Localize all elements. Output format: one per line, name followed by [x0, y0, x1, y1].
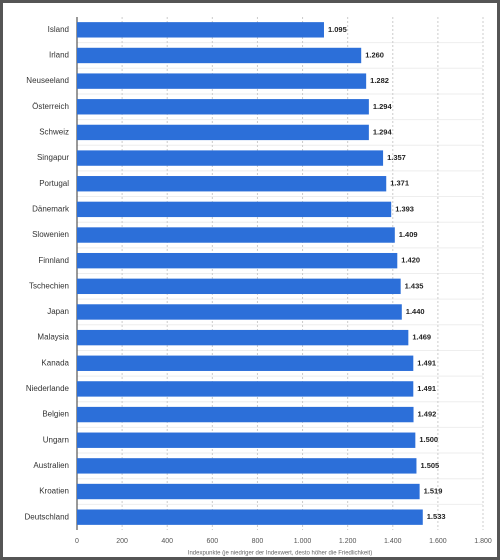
value-label: 1.393	[395, 204, 414, 213]
y-tick-label: Island	[48, 25, 69, 34]
x-tick-label: 1.200	[339, 538, 357, 545]
value-label: 1.420	[401, 256, 420, 265]
value-label: 1.095	[328, 25, 347, 34]
bar	[77, 252, 398, 269]
value-label: 1.519	[424, 487, 443, 496]
bar	[77, 304, 402, 320]
bar	[77, 47, 362, 64]
y-tick-label: Neuseeland	[26, 76, 69, 85]
bar	[77, 227, 395, 243]
value-label: 1.294	[373, 102, 393, 111]
value-label: 1.492	[418, 410, 437, 419]
value-label: 1.505	[420, 461, 439, 470]
value-label: 1.260	[365, 50, 384, 59]
y-tick-label: Kanada	[41, 358, 69, 367]
bar	[77, 355, 414, 371]
value-label: 1.491	[417, 384, 436, 393]
x-tick-label: 0	[75, 538, 79, 545]
y-tick-label: Slowenien	[32, 230, 69, 239]
value-label: 1.282	[370, 76, 389, 85]
y-tick-label: Ungarn	[43, 435, 69, 444]
x-tick-label: 1.400	[384, 538, 402, 545]
y-tick-label: Tschechien	[29, 281, 69, 290]
value-label: 1.491	[417, 358, 436, 367]
y-tick-label: Australien	[33, 461, 69, 470]
bar	[77, 73, 367, 89]
bar	[77, 432, 416, 448]
y-tick-label: Finnland	[38, 256, 69, 265]
y-tick-label: Belgien	[42, 410, 69, 419]
bar	[77, 201, 392, 218]
y-tick-label: Dänemark	[32, 204, 70, 213]
value-label: 1.409	[399, 230, 418, 239]
bar	[77, 458, 417, 474]
bar	[77, 124, 369, 141]
value-label: 1.435	[405, 281, 424, 290]
x-tick-label: 1.000	[294, 538, 312, 545]
x-tick-label: 200	[116, 538, 128, 545]
value-label: 1.357	[387, 153, 406, 162]
y-tick-label: Singapur	[37, 153, 69, 162]
y-tick-label: Irland	[49, 51, 69, 60]
x-tick-label: 1.600	[429, 538, 447, 545]
y-tick-label: Japan	[47, 307, 69, 316]
y-tick-label: Malaysia	[37, 333, 69, 342]
bar	[77, 99, 369, 115]
value-label: 1.294	[373, 127, 393, 136]
bar	[77, 381, 414, 397]
y-tick-label: Niederlande	[26, 384, 70, 393]
value-label: 1.440	[406, 307, 425, 316]
bar	[77, 150, 384, 166]
bar	[77, 329, 409, 346]
bar	[77, 509, 423, 525]
x-tick-label: 600	[206, 538, 218, 545]
value-label: 1.371	[390, 179, 409, 188]
bar	[77, 406, 414, 423]
value-label: 1.469	[412, 333, 431, 342]
x-tick-label: 400	[161, 538, 173, 545]
x-axis-title: Indexpunkte (je niedriger der Indexwert,…	[188, 551, 372, 557]
y-tick-label: Österreich	[32, 102, 69, 111]
x-tick-label: 1.800	[474, 538, 492, 545]
y-tick-label: Deutschland	[25, 512, 69, 521]
y-tick-label: Portugal	[39, 179, 69, 188]
value-label: 1.533	[427, 512, 446, 521]
bar	[77, 176, 387, 192]
x-tick-label: 800	[252, 538, 264, 545]
bar	[77, 22, 324, 38]
value-label: 1.500	[419, 435, 438, 444]
y-tick-label: Kroatien	[39, 487, 69, 496]
bar	[77, 278, 401, 295]
y-tick-label: Schweiz	[39, 128, 69, 137]
bar	[77, 483, 420, 500]
